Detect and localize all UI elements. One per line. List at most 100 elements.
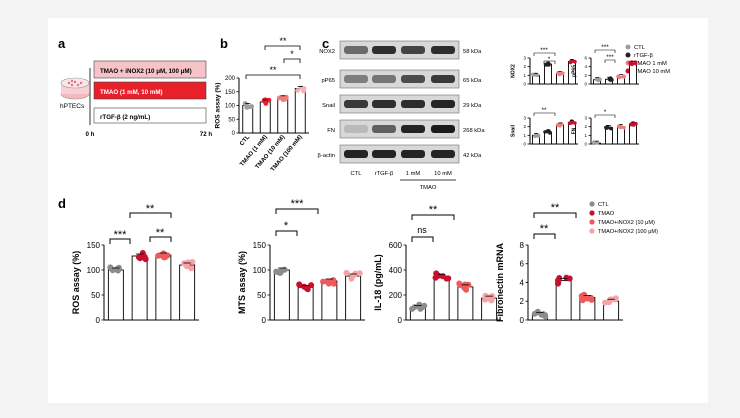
sig-d-fn-1: **: [533, 223, 556, 239]
blot-band: [344, 150, 368, 158]
treatment-bar-tgf-label: rTGF-β (2 ng/mL): [100, 114, 150, 121]
y-tick-label: 0: [584, 82, 587, 87]
x-tick-label: CTL: [239, 134, 251, 147]
data-point: [534, 133, 538, 137]
data-point: [548, 131, 552, 135]
panel-a-letter: a: [58, 36, 66, 51]
data-point: [534, 308, 541, 315]
blot-label: Snail: [322, 103, 335, 109]
blot-band: [431, 125, 455, 133]
y-tick-label: 2: [523, 64, 526, 69]
blot-band: [401, 100, 425, 108]
data-point: [572, 59, 577, 64]
data-point: [563, 274, 570, 281]
blot-band: [372, 100, 396, 108]
y-axis-title: NOX2: [510, 64, 516, 78]
legend-d-ctl: CTL: [598, 202, 609, 208]
data-point: [595, 141, 600, 145]
sig-d-ros-2: **: [129, 203, 172, 218]
sig-c-fn-1-text: *: [604, 109, 607, 116]
data-point: [594, 77, 599, 82]
bar: [321, 280, 338, 321]
data-point: [617, 124, 621, 129]
data-point: [622, 125, 626, 130]
bar: [629, 62, 637, 85]
y-tick-label: 0: [262, 316, 267, 325]
blot-kda: 65 kDa: [463, 78, 482, 84]
blot-strip-3: [339, 119, 460, 139]
bar: [345, 275, 362, 321]
panel-c-legend: CTL rTGF-β TMAO 1 mM TMAO 10 mM: [625, 44, 670, 75]
bar: [556, 124, 564, 145]
data-point: [295, 88, 300, 93]
panel-d-letter: d: [58, 196, 66, 211]
blot-kda: 29 kDa: [463, 103, 482, 109]
blot-label: NOX2: [319, 49, 335, 55]
data-point: [604, 126, 609, 130]
data-point: [107, 264, 114, 271]
data-point: [547, 63, 551, 67]
y-tick-label: 50: [257, 291, 266, 300]
y-tick-label: 2: [520, 297, 525, 306]
tmao-group-label: TMAO: [420, 185, 437, 191]
y-axis-title: FN: [571, 127, 577, 134]
data-point: [608, 78, 613, 82]
culture-plate-icon: [60, 77, 90, 100]
western-blot-panel: NOX2 58 kDa pP65 65 kDa Snail 29 kDa FN 268 kDa…: [317, 40, 485, 164]
y-tick-label: 1: [523, 73, 526, 78]
cells-label: hPTECs: [60, 103, 85, 110]
sig-b-3-text: **: [279, 36, 287, 46]
sig-d-ros-3: **: [149, 227, 172, 242]
sig-d-mts-1: *: [275, 220, 298, 236]
data-point: [324, 278, 331, 285]
legend-c-tgf: rTGF-β: [634, 53, 653, 59]
y-tick-label: 2: [584, 124, 587, 129]
bar: [273, 269, 290, 321]
data-point: [612, 296, 619, 303]
data-point: [630, 62, 634, 67]
sig-c-snail-1-text: **: [541, 107, 547, 114]
y-axis-title: Snail: [510, 124, 516, 137]
lane-label-1mm: 1 mM: [406, 171, 421, 177]
y-axis-title: MTS assay (%): [237, 251, 247, 314]
bar: [131, 255, 148, 321]
sig-b-3: **: [264, 36, 301, 50]
treatment-bar-inox2: [93, 60, 207, 79]
data-point: [320, 278, 327, 285]
treatment-bar-tmao-label: TMAO (1 mM, 10 mM): [100, 89, 163, 96]
blot-band: [431, 100, 455, 108]
sig-b-1: **: [245, 65, 301, 79]
bar: [155, 254, 172, 321]
bar: [107, 269, 124, 321]
data-point: [308, 282, 315, 289]
blot-band: [344, 46, 368, 54]
y-tick-label: 400: [389, 266, 403, 275]
bar: [297, 287, 314, 321]
data-point: [634, 121, 638, 126]
data-point: [274, 268, 281, 275]
bar: [433, 275, 450, 321]
legend-c-10mm: TMAO 10 mM: [634, 69, 670, 75]
data-point: [461, 284, 468, 291]
chart-c_snail: 0 1 2 3 Snail: [510, 116, 578, 147]
y-tick-label: 2: [523, 124, 526, 129]
legend-d-inox10-marker: [589, 219, 595, 225]
data-point: [185, 259, 192, 266]
data-point: [541, 311, 548, 318]
data-point: [602, 299, 609, 306]
legend-d-inox100-marker: [589, 228, 595, 234]
time-start-label: 0 h: [86, 131, 95, 138]
data-point: [157, 252, 164, 259]
data-point: [243, 101, 248, 107]
treatment-bar-tmao: [93, 81, 207, 100]
y-tick-label: 4: [520, 278, 525, 287]
y-tick-label: 0: [520, 316, 525, 325]
data-point: [142, 256, 149, 263]
blot-band: [431, 150, 455, 158]
blot-band: [372, 75, 396, 83]
blot-band: [401, 150, 425, 158]
sig-c-nox2-1-text: ***: [540, 47, 548, 54]
y-tick-label: 600: [389, 241, 403, 250]
legend-c-tgf-marker: [625, 52, 631, 58]
